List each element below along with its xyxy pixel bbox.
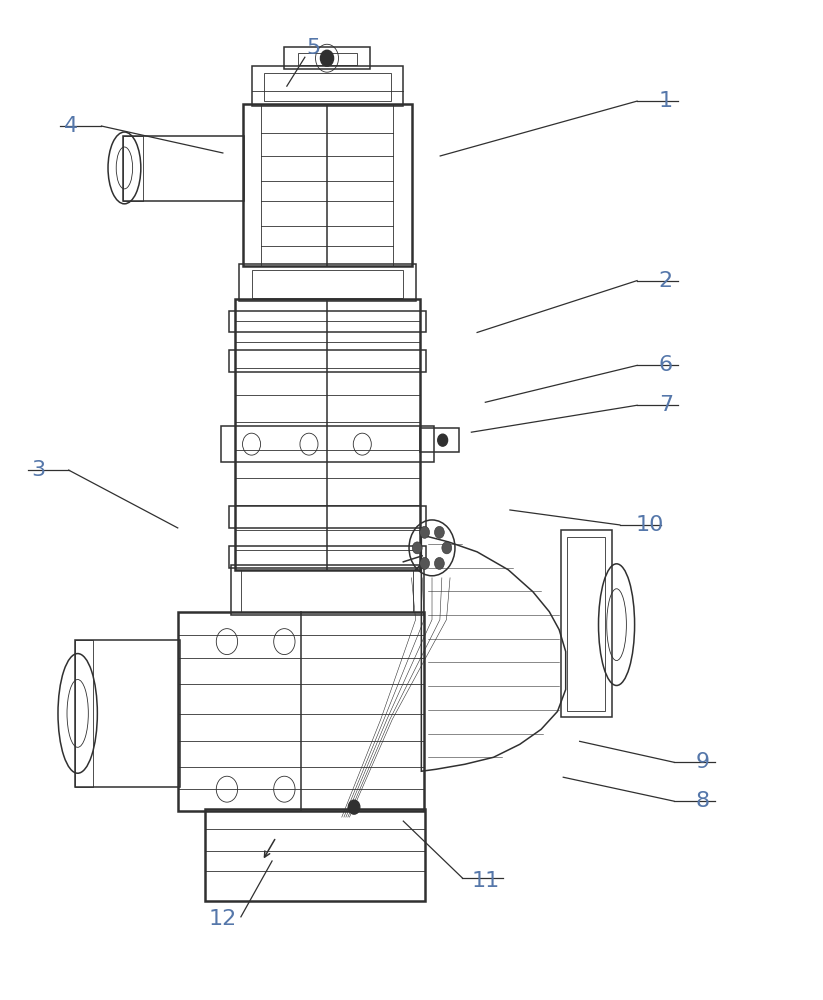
Bar: [252, 270, 403, 298]
Text: 11: 11: [472, 871, 500, 891]
Circle shape: [435, 557, 444, 569]
Text: 6: 6: [658, 355, 673, 375]
Circle shape: [420, 557, 430, 569]
Bar: [264, 73, 391, 101]
Bar: [75, 640, 180, 787]
Circle shape: [442, 542, 452, 554]
Bar: [230, 506, 426, 528]
Bar: [420, 428, 459, 452]
Bar: [241, 570, 413, 612]
Bar: [298, 53, 357, 65]
Bar: [123, 136, 143, 201]
Text: 2: 2: [658, 271, 673, 291]
Text: 7: 7: [658, 395, 673, 415]
Text: 9: 9: [695, 752, 709, 772]
Bar: [244, 104, 262, 266]
Text: 1: 1: [658, 91, 673, 111]
Text: 12: 12: [209, 909, 237, 929]
Bar: [567, 537, 605, 711]
Bar: [221, 426, 435, 462]
Bar: [252, 66, 403, 106]
Bar: [230, 311, 426, 332]
Bar: [285, 47, 370, 69]
Bar: [230, 350, 426, 372]
Bar: [393, 104, 412, 266]
Bar: [239, 264, 416, 301]
Circle shape: [412, 542, 422, 554]
Text: 10: 10: [635, 515, 663, 535]
Text: 3: 3: [31, 460, 45, 480]
Bar: [75, 640, 93, 787]
Text: 8: 8: [695, 791, 709, 811]
Bar: [178, 612, 424, 811]
Bar: [235, 299, 420, 570]
Circle shape: [420, 526, 430, 538]
Bar: [244, 104, 412, 266]
Text: 4: 4: [64, 116, 78, 136]
Bar: [123, 136, 244, 201]
Circle shape: [320, 50, 333, 66]
Bar: [231, 565, 424, 615]
Bar: [560, 530, 611, 717]
Circle shape: [438, 434, 448, 446]
Circle shape: [435, 526, 444, 538]
Text: 5: 5: [306, 38, 320, 58]
Bar: [230, 546, 426, 568]
Circle shape: [348, 800, 360, 814]
Bar: [205, 809, 425, 901]
